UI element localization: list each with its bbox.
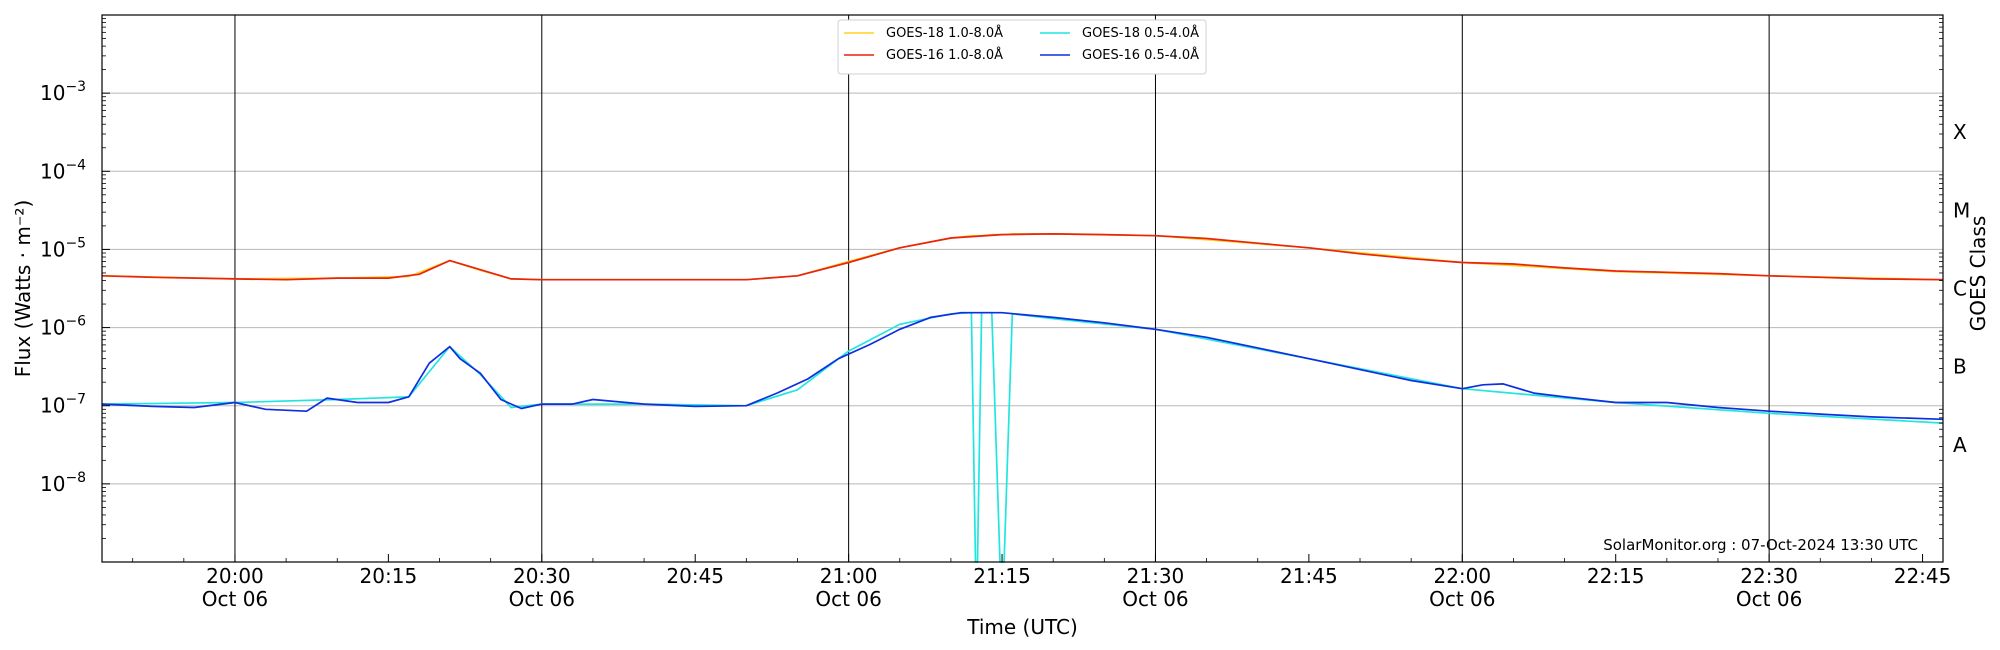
- x-tick-date-label: Oct 06: [509, 587, 575, 611]
- x-tick-date-label: Oct 06: [815, 587, 881, 611]
- legend-entry-label: GOES-16 0.5-4.0Å: [1082, 47, 1199, 63]
- footer-credit: SolarMonitor.org : 07-Oct-2024 13:30 UTC: [1603, 536, 1918, 554]
- goes-class-label: X: [1953, 120, 1967, 144]
- goes-class-label: B: [1953, 355, 1967, 379]
- y-tick-label: 10−6: [40, 314, 86, 340]
- axis-ticks: [102, 18, 1943, 562]
- x-tick-label: 21:15: [973, 564, 1031, 588]
- y-tick-base: 10: [40, 472, 65, 496]
- y-tick-exponent: −6: [65, 314, 86, 330]
- y-tick-base: 10: [40, 316, 65, 340]
- legend: GOES-18 1.0-8.0Å GOES-16 1.0-8.0Å GOES-18 …: [837, 19, 1207, 75]
- goes-class-label: A: [1953, 433, 1967, 457]
- grid-lines: [102, 15, 1943, 562]
- x-tick-date-label: Oct 06: [1736, 587, 1802, 611]
- legend-entry-label: GOES-16 1.0-8.0Å: [886, 47, 1003, 63]
- x-tick-label: 21:00: [820, 564, 878, 588]
- plot-frame: [101, 14, 1944, 563]
- x-tick-label: 22:15: [1587, 564, 1645, 588]
- y-tick-label: 10−5: [40, 235, 86, 261]
- series-lines: [101, 233, 1944, 563]
- x-tick-label: 22:00: [1433, 564, 1491, 588]
- y-tick-exponent: −5: [65, 235, 86, 251]
- x-axis-title: Time (UTC): [966, 615, 1078, 639]
- y-axis-title: Flux (Watts · m⁻²): [11, 200, 35, 378]
- x-tick-label: 21:45: [1280, 564, 1338, 588]
- legend-entry-label: GOES-18 1.0-8.0Å: [886, 25, 1003, 41]
- goes-class-axis-title: GOES Class: [1966, 216, 1990, 332]
- y-tick-label: 10−4: [40, 157, 86, 183]
- y-tick-label: 10−8: [40, 470, 86, 496]
- x-tick-label: 22:30: [1740, 564, 1798, 588]
- x-tick-label: 22:45: [1894, 564, 1952, 588]
- series-line-1: [101, 311, 1944, 563]
- x-tick-label: 20:15: [360, 564, 418, 588]
- x-tick-label: 20:45: [666, 564, 724, 588]
- y-tick-label: 10−3: [40, 79, 86, 105]
- y-tick-base: 10: [40, 237, 65, 261]
- y-tick-exponent: −7: [65, 392, 86, 408]
- y-tick-exponent: −4: [65, 157, 86, 173]
- goes-class-label: M: [1953, 198, 1970, 222]
- series-line-3: [101, 311, 1944, 421]
- y-tick-base: 10: [40, 394, 65, 418]
- y-tick-base: 10: [40, 81, 65, 105]
- goes-class-label: C: [1953, 277, 1967, 301]
- x-tick-label: 20:30: [513, 564, 571, 588]
- y-tick-label: 10−7: [40, 392, 86, 418]
- y-tick-exponent: −8: [65, 470, 86, 486]
- legend-box: [837, 19, 1207, 75]
- legend-entry-label: GOES-18 0.5-4.0Å: [1082, 25, 1199, 41]
- x-tick-date-label: Oct 06: [202, 587, 268, 611]
- y-tick-base: 10: [40, 159, 65, 183]
- x-tick-label: 21:30: [1127, 564, 1185, 588]
- x-tick-date-label: Oct 06: [1429, 587, 1495, 611]
- x-tick-label: 20:00: [206, 564, 264, 588]
- y-tick-exponent: −3: [65, 79, 86, 95]
- series-line-2: [101, 233, 1944, 281]
- x-tick-date-label: Oct 06: [1122, 587, 1188, 611]
